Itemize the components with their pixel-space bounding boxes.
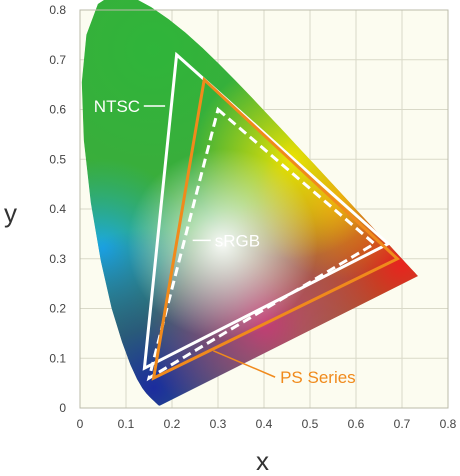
- x-tick-label: 0.2: [164, 417, 181, 431]
- y-tick-label: 0.8: [49, 3, 66, 17]
- y-tick-label: 0.3: [49, 252, 66, 266]
- annotation-srgb: sRGB: [215, 231, 260, 250]
- x-tick-label: 0.5: [302, 417, 319, 431]
- x-tick-label: 0.1: [118, 417, 135, 431]
- y-tick-label: 0.7: [49, 53, 66, 67]
- x-tick-label: 0: [77, 417, 84, 431]
- y-tick-label: 0.5: [49, 152, 66, 166]
- x-tick-label: 0.8: [440, 417, 457, 431]
- y-tick-label: 0.6: [49, 103, 66, 117]
- x-tick-label: 0.4: [256, 417, 273, 431]
- plot-frame: [79, 9, 449, 409]
- y-tick-label: 0.1: [49, 351, 66, 365]
- x-tick-label: 0.7: [394, 417, 411, 431]
- annotation-ntsc: NTSC: [94, 97, 140, 116]
- x-axis-title: x: [256, 446, 269, 476]
- y-tick-label: 0.4: [49, 202, 66, 216]
- series-srgb-triangle: [146, 106, 377, 382]
- y-tick-label: 0.2: [49, 302, 66, 316]
- series-ntsc-triangle: [142, 51, 391, 371]
- series-ps-series-triangle: [151, 76, 401, 381]
- x-tick-label: 0.3: [210, 417, 227, 431]
- y-axis-title: y: [4, 198, 17, 228]
- annotation-ps-series-leader: [213, 350, 276, 378]
- y-tick-label: 0: [59, 401, 66, 415]
- annotation-ps-series: PS Series: [280, 368, 356, 387]
- x-tick-label: 0.6: [348, 417, 365, 431]
